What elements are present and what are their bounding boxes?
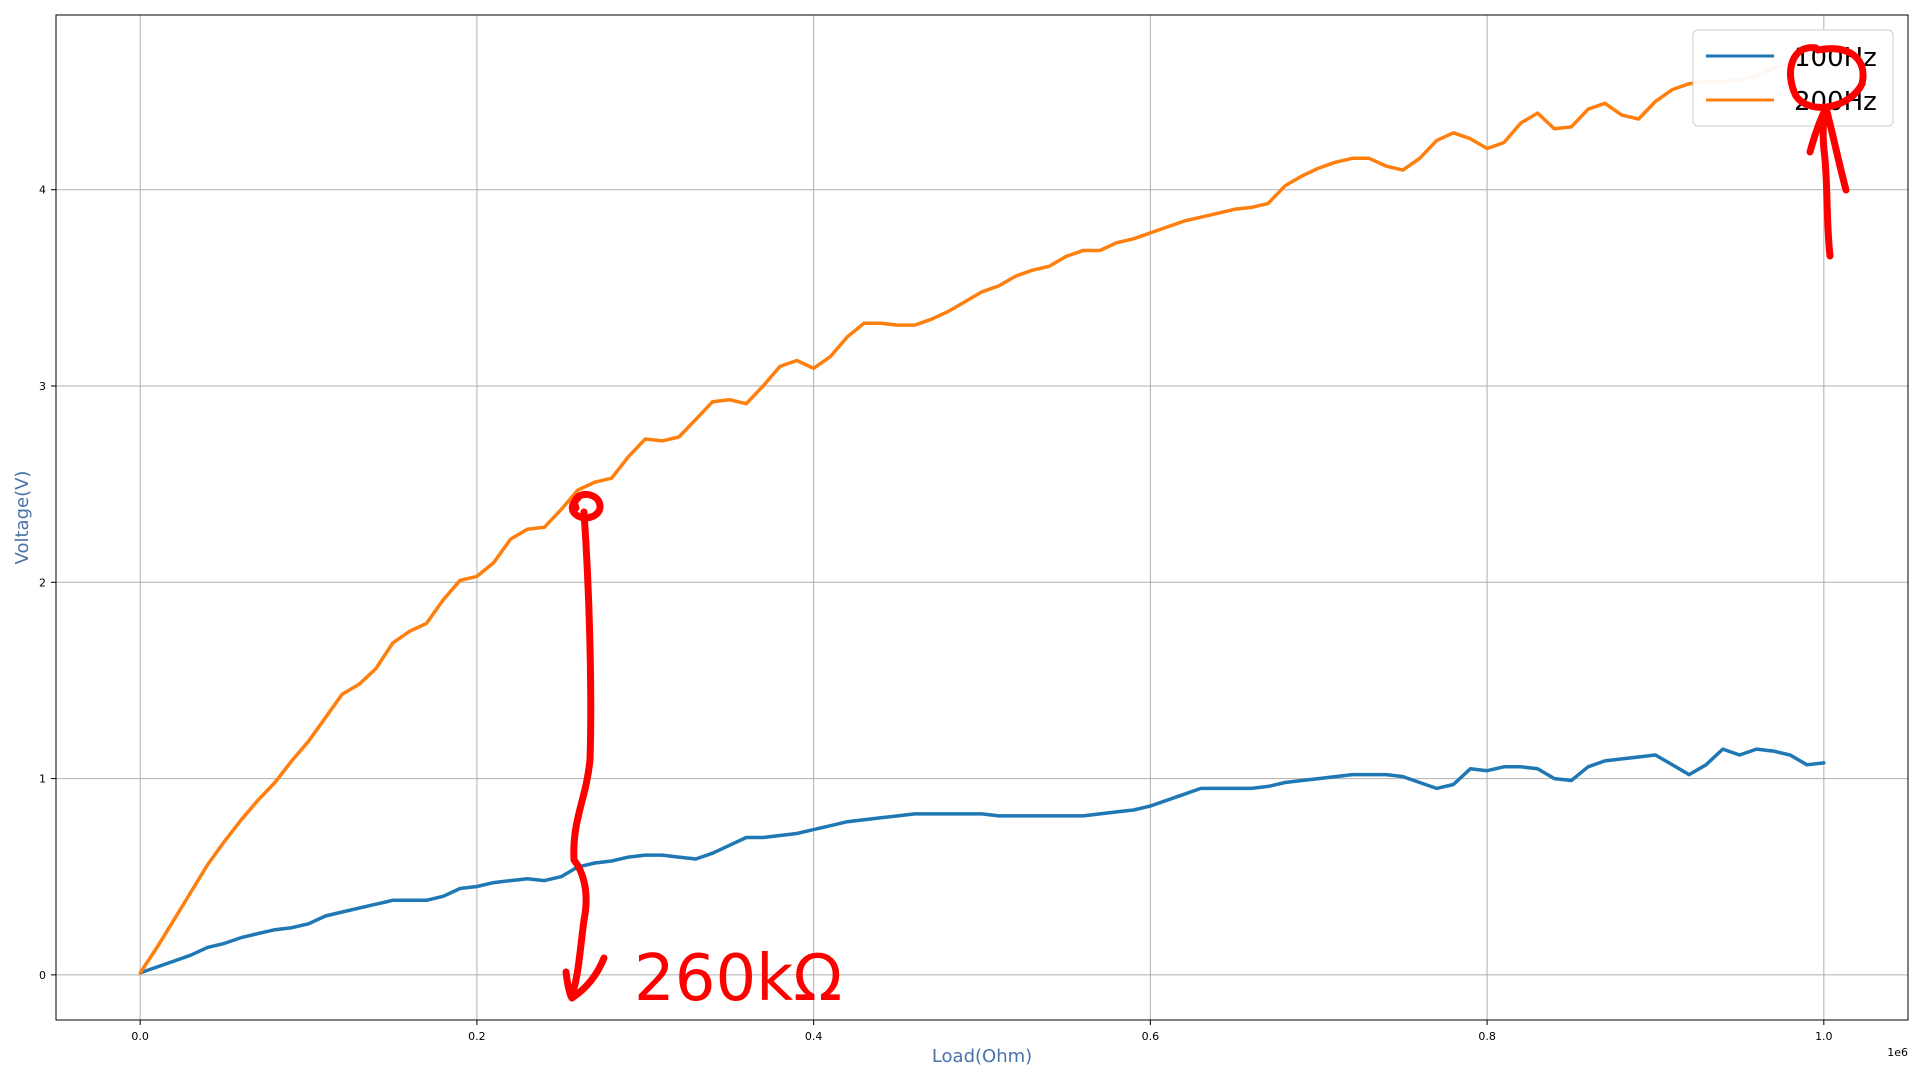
x-tick-label: 0.8 xyxy=(1478,1030,1496,1043)
y-tick-labels: 0 1 2 3 4 xyxy=(39,184,56,982)
annotation-circle-point xyxy=(568,490,604,522)
annotation-260k-ohm: 260kΩ xyxy=(634,942,842,1016)
x-tick-label: 0.2 xyxy=(468,1030,486,1043)
annotation-circle-legend xyxy=(1787,44,1867,111)
series-line-100hz xyxy=(138,747,1826,975)
x-tick-labels: 0.0 0.2 0.4 0.6 0.8 1.0 xyxy=(131,1020,1833,1043)
y-tick-label: 4 xyxy=(39,184,46,197)
y-tick-label: 2 xyxy=(39,576,46,589)
series-lines xyxy=(138,54,1826,975)
y-axis-title: Voltage(V) xyxy=(12,471,33,565)
y-tick-label: 3 xyxy=(39,380,46,393)
annotation-arrow-up-head xyxy=(1806,104,1850,194)
x-tick-label: 0.0 xyxy=(131,1030,149,1043)
annotation-arrow-down-line xyxy=(568,508,595,998)
x-axis-title: Load(Ohm) xyxy=(932,1046,1032,1067)
series-line-200hz xyxy=(138,54,1826,975)
x-tick-label: 0.4 xyxy=(805,1030,823,1043)
grid-lines xyxy=(56,15,1908,1020)
annotation-arrow-down-head xyxy=(562,954,608,1002)
handwritten-annotations xyxy=(562,44,1867,1002)
plot-frame xyxy=(55,14,1909,1021)
y-tick-label: 1 xyxy=(39,773,46,786)
x-tick-label: 1.0 xyxy=(1815,1030,1833,1043)
y-tick-label: 0 xyxy=(39,969,46,982)
x-tick-label: 0.6 xyxy=(1142,1030,1160,1043)
x-offset-label: 1e6 xyxy=(1887,1046,1908,1059)
